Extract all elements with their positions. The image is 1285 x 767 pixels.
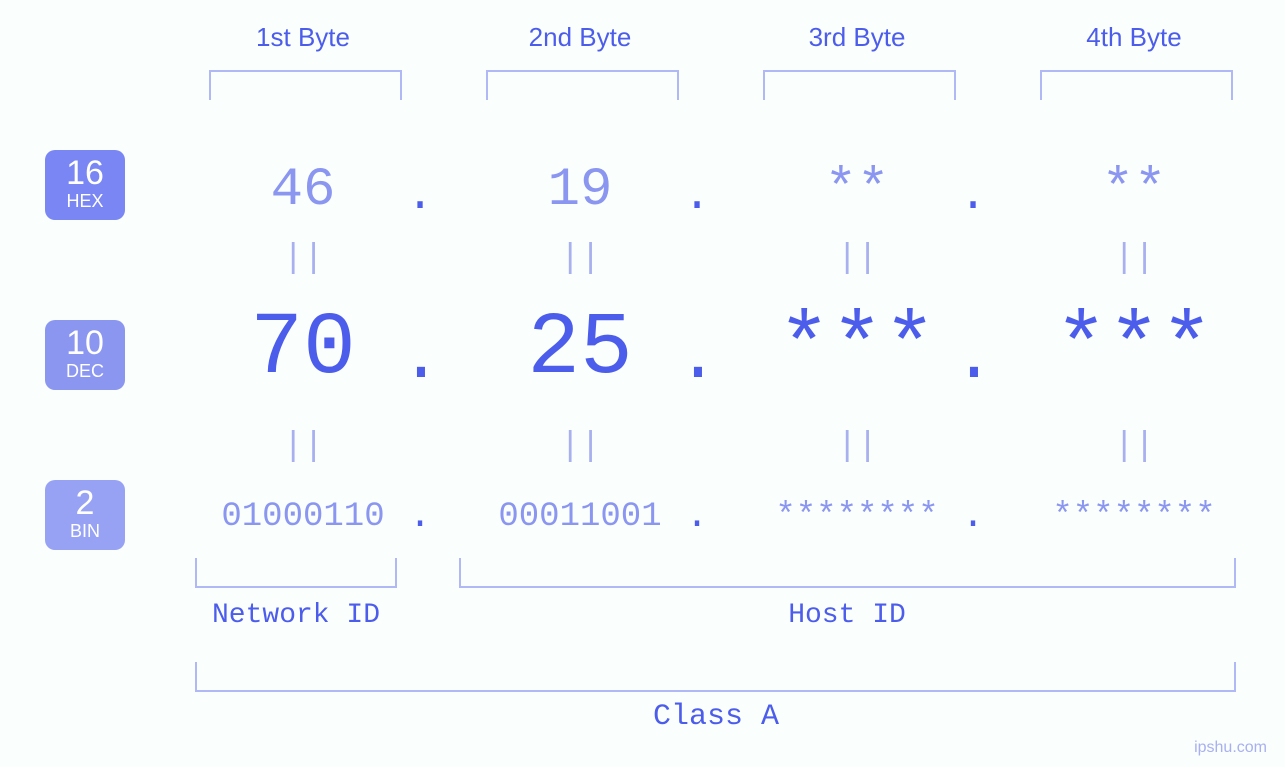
- dec-byte-3: ***: [737, 300, 977, 399]
- hex-byte-1: 46: [203, 160, 403, 221]
- eq-1-3: ||: [837, 240, 877, 278]
- bin-byte-2: 00011001: [460, 498, 700, 536]
- dec-dot-2: .: [677, 320, 717, 399]
- dec-dot-1: .: [400, 320, 440, 399]
- label-host-id: Host ID: [747, 600, 947, 631]
- badge-hex-num: 16: [66, 156, 104, 190]
- label-network-id: Network ID: [196, 600, 396, 631]
- eq-2-1: ||: [283, 428, 323, 466]
- hex-dot-1: .: [405, 170, 435, 222]
- bracket-class: [195, 662, 1236, 692]
- badge-bin-num: 2: [76, 486, 95, 520]
- dec-byte-2: 25: [460, 300, 700, 399]
- hex-dot-2: .: [682, 170, 712, 222]
- bracket-network-id: [195, 558, 397, 588]
- top-bracket-3: [763, 70, 956, 100]
- bin-byte-1: 01000110: [183, 498, 423, 536]
- bin-dot-1: .: [405, 495, 435, 538]
- eq-2-4: ||: [1114, 428, 1154, 466]
- hex-byte-4: **: [1034, 160, 1234, 221]
- eq-1-1: ||: [283, 240, 323, 278]
- badge-hex: 16 HEX: [45, 150, 125, 220]
- bin-byte-3: ********: [737, 498, 977, 536]
- col-header-1: 1st Byte: [249, 22, 357, 53]
- dec-dot-3: .: [953, 320, 993, 399]
- badge-hex-abbr: HEX: [66, 192, 103, 210]
- bin-byte-4: ********: [1014, 498, 1254, 536]
- top-bracket-2: [486, 70, 679, 100]
- dec-byte-1: 70: [183, 300, 423, 399]
- badge-bin-abbr: BIN: [70, 522, 100, 540]
- badge-bin: 2 BIN: [45, 480, 125, 550]
- watermark: ipshu.com: [1194, 739, 1267, 757]
- bin-dot-3: .: [958, 495, 988, 538]
- eq-1-4: ||: [1114, 240, 1154, 278]
- col-header-4: 4th Byte: [1080, 22, 1188, 53]
- badge-dec: 10 DEC: [45, 320, 125, 390]
- badge-dec-abbr: DEC: [66, 362, 104, 380]
- hex-byte-2: 19: [480, 160, 680, 221]
- dec-byte-4: ***: [1014, 300, 1254, 399]
- eq-2-2: ||: [560, 428, 600, 466]
- top-bracket-1: [209, 70, 402, 100]
- hex-byte-3: **: [757, 160, 957, 221]
- col-header-3: 3rd Byte: [803, 22, 911, 53]
- label-class: Class A: [616, 700, 816, 734]
- bracket-host-id: [459, 558, 1236, 588]
- eq-1-2: ||: [560, 240, 600, 278]
- col-header-2: 2nd Byte: [526, 22, 634, 53]
- badge-dec-num: 10: [66, 326, 104, 360]
- hex-dot-3: .: [958, 170, 988, 222]
- top-bracket-4: [1040, 70, 1233, 100]
- bin-dot-2: .: [682, 495, 712, 538]
- ip-diagram: 1st Byte 2nd Byte 3rd Byte 4th Byte 16 H…: [0, 0, 1285, 767]
- eq-2-3: ||: [837, 428, 877, 466]
